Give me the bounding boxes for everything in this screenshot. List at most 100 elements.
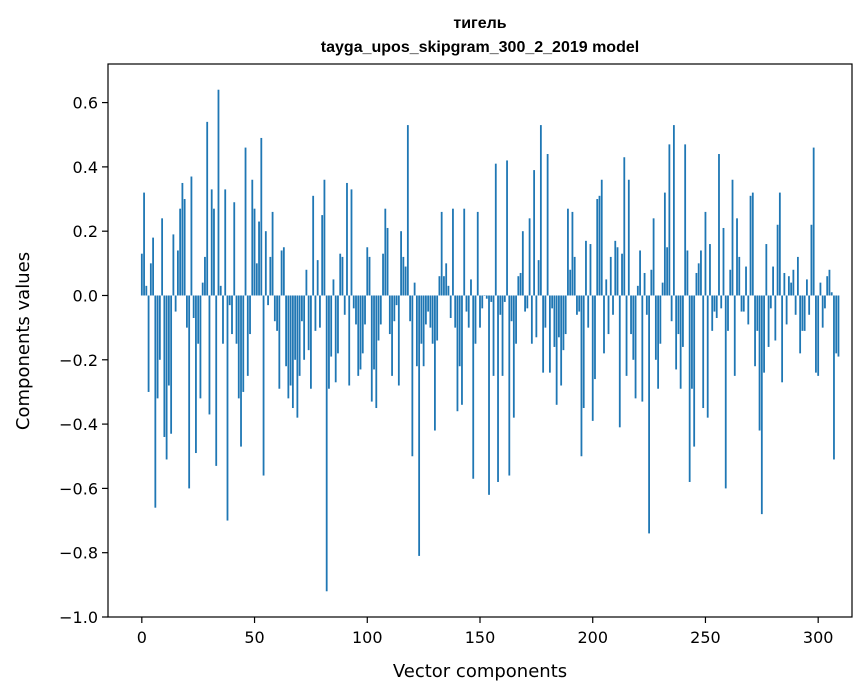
bar — [377, 295, 380, 341]
bar — [837, 295, 840, 357]
bar — [607, 295, 610, 335]
bar — [140, 253, 143, 296]
bar — [758, 295, 761, 431]
bar — [260, 137, 263, 296]
bar — [713, 295, 716, 312]
y-tick-label: −1.0 — [59, 608, 98, 627]
bar — [639, 250, 641, 296]
bar — [188, 295, 191, 489]
bar — [228, 295, 231, 306]
bar — [348, 295, 351, 386]
bar — [210, 189, 213, 296]
bar — [467, 295, 470, 328]
bar — [395, 295, 398, 306]
bar — [312, 195, 315, 296]
bar — [756, 295, 759, 331]
bar — [817, 295, 820, 376]
bar — [704, 211, 707, 296]
bar — [806, 279, 808, 296]
bar — [731, 179, 734, 296]
bar — [470, 279, 472, 296]
bar — [145, 285, 148, 296]
bar — [341, 256, 344, 296]
bar — [447, 285, 450, 296]
bar — [499, 295, 502, 315]
bar — [463, 208, 466, 296]
bar — [253, 208, 256, 296]
bar — [609, 256, 612, 296]
bar — [307, 295, 310, 351]
bars-group — [140, 89, 840, 592]
bar — [379, 295, 382, 325]
bar — [668, 144, 671, 296]
bar — [244, 147, 247, 296]
bar — [431, 295, 434, 344]
bar — [564, 295, 567, 335]
bar — [352, 295, 355, 309]
bar — [555, 295, 558, 405]
bar — [411, 295, 414, 457]
bar — [370, 295, 373, 402]
bar — [386, 227, 389, 296]
bar — [163, 295, 166, 437]
bar — [616, 247, 619, 296]
bar — [452, 208, 454, 296]
bar — [659, 295, 662, 344]
bar — [485, 295, 488, 299]
bar — [287, 295, 290, 399]
bar — [670, 295, 673, 322]
bar — [573, 256, 576, 296]
bar — [533, 170, 536, 296]
bar — [156, 295, 159, 399]
bar — [280, 250, 283, 296]
bar — [296, 295, 299, 418]
bar — [528, 218, 531, 296]
bar — [303, 295, 306, 360]
bar — [657, 295, 660, 389]
bar — [249, 295, 251, 335]
bar — [632, 295, 635, 360]
bar — [154, 295, 157, 508]
bar — [799, 295, 802, 354]
bar — [174, 295, 177, 312]
bar — [794, 295, 797, 315]
bar — [537, 260, 540, 296]
bar — [808, 295, 811, 315]
bar — [706, 295, 709, 418]
bar — [350, 189, 353, 296]
bar — [722, 227, 725, 296]
x-tick-label: 100 — [352, 628, 383, 647]
bar — [161, 218, 164, 296]
bar — [382, 253, 384, 296]
bar — [152, 237, 154, 296]
bar — [319, 295, 321, 328]
bar — [623, 157, 626, 296]
bar — [524, 295, 526, 312]
y-axis: 0.6 0.4 0.2 0.0 −0.2 −0.4 −0.6 −0.8 −1.0 — [59, 94, 108, 627]
bar — [643, 272, 646, 296]
bar — [388, 295, 391, 335]
bar — [158, 295, 161, 360]
bar — [776, 224, 779, 296]
bar — [787, 276, 790, 296]
x-tick-label: 0 — [137, 628, 147, 647]
bar — [548, 295, 551, 373]
bar — [738, 256, 741, 296]
bar — [172, 234, 175, 296]
bar — [300, 295, 303, 322]
bar — [422, 295, 425, 367]
bar — [420, 295, 423, 344]
bar — [508, 295, 511, 476]
bar — [278, 295, 281, 389]
bar — [526, 295, 529, 309]
bar — [323, 179, 326, 296]
bar — [544, 295, 547, 328]
x-tick-label: 250 — [690, 628, 721, 647]
bar — [724, 295, 727, 489]
bar — [282, 247, 285, 296]
bar — [709, 244, 711, 296]
bar — [517, 276, 520, 296]
bar — [476, 211, 479, 296]
bar — [803, 295, 806, 331]
bar — [402, 256, 405, 296]
